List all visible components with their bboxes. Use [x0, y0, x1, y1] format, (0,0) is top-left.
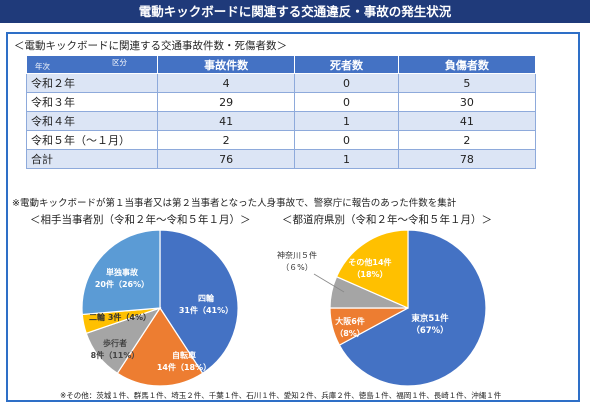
row-label: 令和３年 [26, 92, 158, 112]
accident-table: 区分 年次 事故件数 死者数 負傷者数 令和２年 4 0 5 令和３年 29 0… [26, 55, 537, 169]
table-row: 令和２年 4 0 5 [26, 73, 537, 93]
slice-label-osaka: 大阪6件 [335, 316, 365, 326]
table-row: 令和４年 41 1 41 [26, 111, 537, 131]
kanagawa-leader-line [313, 273, 345, 293]
prefecture-slice-3 [335, 229, 409, 309]
column-header-deaths: 死者数 [294, 55, 399, 74]
table-cell: 2 [397, 130, 537, 150]
corner-category-label: 区分 [112, 58, 127, 67]
opponent-slice-4 [81, 229, 161, 316]
row-label: 令和２年 [26, 73, 158, 93]
slice-value-tokyo: （67%） [411, 325, 448, 336]
table-cell: 78 [397, 149, 537, 169]
column-header-injuries: 負傷者数 [397, 55, 537, 74]
table-cell: 41 [156, 111, 296, 131]
table-cell: 0 [294, 92, 399, 112]
table-row: 令和５年（～１月） 2 0 2 [26, 130, 537, 150]
table-note: ※電動キックボードが第１当事者又は第２当事者となった人身事故で、警察庁に報告のあ… [12, 198, 457, 209]
row-label: 合計 [26, 149, 158, 169]
table-row: 令和３年 29 0 30 [26, 92, 537, 112]
slice-value-osaka: （8%） [335, 328, 365, 338]
table-cell: 0 [294, 130, 399, 150]
slice-value-bicycle: 14件（18%） [157, 362, 211, 372]
slice-label-kanagawa: 神奈川５件 [277, 250, 317, 260]
pie2-title: ＜都道府県別（令和２年～令和５年１月）＞ [282, 214, 492, 226]
opponent-pie-chart: 四輪 31件（41%） 自転車 14件（18%） 歩行者 8件（11%） 二輪 3件（4%）… [81, 229, 239, 387]
table-row: 合計 76 1 78 [26, 149, 537, 169]
content-frame [6, 32, 580, 402]
row-label: 令和４年 [26, 111, 158, 131]
table-corner-header: 区分 年次 [26, 55, 158, 74]
column-header-accidents: 事故件数 [156, 55, 296, 74]
slice-label-other: その他14件 [348, 257, 391, 267]
slice-value-shirin: 31件（41%） [179, 305, 233, 315]
slice-label-pedestrian: 歩行者 [103, 338, 127, 348]
corner-year-label: 年次 [35, 62, 50, 71]
slice-label-tokyo: 東京51件 [411, 313, 449, 324]
opponent-slice-1 [116, 306, 204, 387]
row-label: 令和５年（～１月） [26, 130, 158, 150]
prefecture-pie-chart: 東京51件（67%） 大阪6件 （8%） 神奈川５件 （６%） その他14件 （18%） [277, 229, 487, 387]
table-cell: 1 [294, 149, 399, 169]
table-cell: 5 [397, 73, 537, 93]
table-cell: 4 [156, 73, 296, 93]
slice-value-kanagawa: （６%） [281, 263, 313, 272]
table-cell: 41 [397, 111, 537, 131]
slice-label-motorcycle: 二輪 3件（4%） [89, 312, 151, 322]
pie1-title: ＜相手当事者別（令和２年～令和５年１月）＞ [30, 214, 251, 226]
table-cell: 0 [294, 73, 399, 93]
slice-value-pedestrian: 8件（11%） [91, 350, 140, 360]
table-cell: 76 [156, 149, 296, 169]
slice-value-single: 20件（26%） [95, 279, 149, 289]
table-title: ＜電動キックボードに関連する交通事故件数・死傷者数＞ [14, 40, 287, 52]
prefecture-slice-0 [338, 229, 487, 387]
slice-label-shirin: 四輪 [198, 293, 215, 303]
slice-label-bicycle: 自転車 [172, 350, 196, 360]
table-cell: 30 [397, 92, 537, 112]
table-cell: 29 [156, 92, 296, 112]
table-cell: 1 [294, 111, 399, 131]
prefecture-footnote: ※その他：茨城１件、群馬１件、埼玉２件、千葉１件、石川１件、愛知２件、兵庫２件、… [60, 391, 502, 400]
slice-label-single: 単独事故 [106, 267, 139, 277]
table-cell: 2 [156, 130, 296, 150]
slice-value-other: （18%） [352, 269, 387, 279]
page-title: 電動キックボードに関連する交通違反・事故の発生状況 [0, 0, 590, 23]
